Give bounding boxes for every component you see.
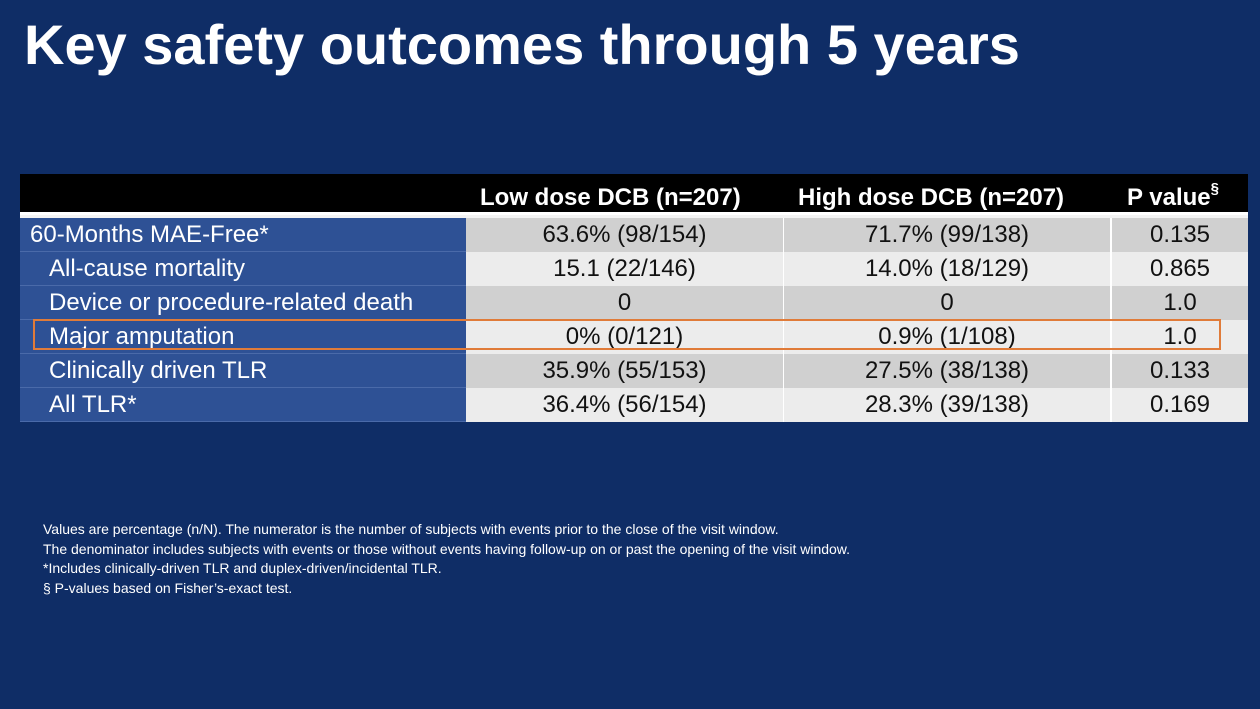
- row-label: All TLR*: [20, 388, 466, 422]
- header-p-value: P value§: [1127, 180, 1219, 212]
- row-label: Device or procedure-related death: [20, 286, 466, 320]
- high-dose-value: 14.0% (18/129): [784, 252, 1110, 286]
- table-row: 60-Months MAE-Free* 63.6% (98/154) 71.7%…: [20, 218, 1248, 252]
- footnote-line: § P-values based on Fisher’s-exact test.: [43, 579, 293, 596]
- table-row: Clinically driven TLR 35.9% (55/153) 27.…: [20, 354, 1248, 388]
- table-row: All-cause mortality 15.1 (22/146) 14.0% …: [20, 252, 1248, 286]
- table-row: All TLR* 36.4% (56/154) 28.3% (39/138) 0…: [20, 388, 1248, 422]
- low-dose-value: 63.6% (98/154): [466, 218, 784, 252]
- footnote-line: The denominator includes subjects with e…: [43, 540, 851, 557]
- header-low-dose: Low dose DCB (n=207): [480, 184, 741, 211]
- header-high-dose: High dose DCB (n=207): [798, 184, 1065, 211]
- footnote-line: Values are percentage (n/N). The numerat…: [43, 521, 779, 537]
- footnotes: Values are percentage (n/N). The numerat…: [43, 520, 850, 598]
- row-label: Clinically driven TLR: [20, 354, 466, 388]
- high-dose-value: 28.3% (39/138): [784, 388, 1110, 422]
- major-amputation-highlight-box: [33, 319, 1221, 350]
- table-header-row: Low dose DCB (n=207) High dose DCB (n=20…: [20, 174, 1248, 215]
- low-dose-value: 0: [466, 286, 784, 320]
- row-label: 60-Months MAE-Free*: [20, 218, 466, 252]
- footnote-line: *Includes clinically-driven TLR and dupl…: [43, 560, 442, 576]
- p-value: 1.0: [1110, 286, 1248, 320]
- header-p-value-label: P value: [1127, 184, 1211, 211]
- p-value: 0.169: [1110, 388, 1248, 422]
- high-dose-value: 71.7% (99/138): [784, 218, 1110, 252]
- high-dose-value: 0: [784, 286, 1110, 320]
- slide-title: Key safety outcomes through 5 years: [24, 13, 1020, 76]
- high-dose-value: 27.5% (38/138): [784, 354, 1110, 388]
- p-value: 0.865: [1110, 252, 1248, 286]
- p-value: 0.133: [1110, 354, 1248, 388]
- low-dose-value: 35.9% (55/153): [466, 354, 784, 388]
- header-p-value-footnote-mark: §: [1210, 180, 1219, 197]
- row-label: All-cause mortality: [20, 252, 466, 286]
- low-dose-value: 15.1 (22/146): [466, 252, 784, 286]
- low-dose-value: 36.4% (56/154): [466, 388, 784, 422]
- table-row: Device or procedure-related death 0 0 1.…: [20, 286, 1248, 320]
- p-value: 0.135: [1110, 218, 1248, 252]
- safety-outcomes-table: Low dose DCB (n=207) High dose DCB (n=20…: [20, 174, 1248, 422]
